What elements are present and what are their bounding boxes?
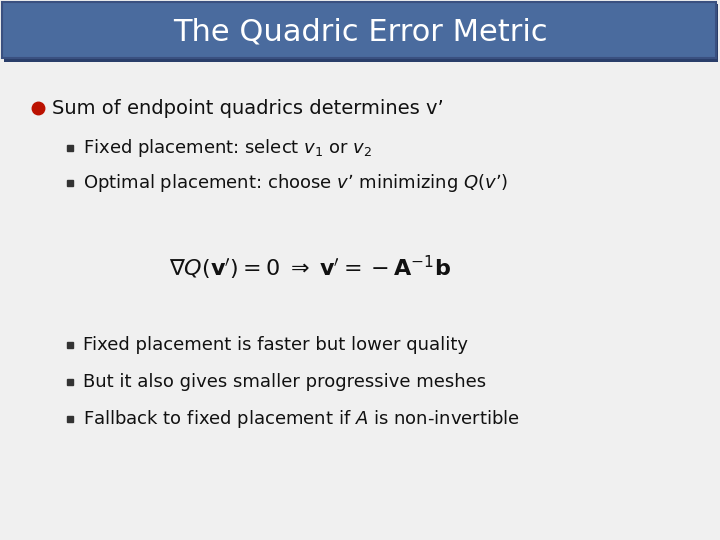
Text: The Quadric Error Metric: The Quadric Error Metric <box>173 17 547 46</box>
Text: Fixed placement is faster but lower quality: Fixed placement is faster but lower qual… <box>83 336 468 354</box>
Bar <box>4 4 718 62</box>
Text: $\nabla Q(\mathbf{v^{\prime}}) = 0 \;\Rightarrow\; \mathbf{v^{\prime}} = -\mathb: $\nabla Q(\mathbf{v^{\prime}}) = 0 \;\Ri… <box>168 254 451 282</box>
Text: But it also gives smaller progressive meshes: But it also gives smaller progressive me… <box>83 373 486 391</box>
Text: Sum of endpoint quadrics determines v’: Sum of endpoint quadrics determines v’ <box>52 98 444 118</box>
Text: Fallback to fixed placement if $A$ is non-invertible: Fallback to fixed placement if $A$ is no… <box>83 408 520 430</box>
Text: Fixed placement: select $v_1$ or $v_2$: Fixed placement: select $v_1$ or $v_2$ <box>83 137 372 159</box>
Bar <box>2 2 716 58</box>
Text: Optimal placement: choose $v’$ minimizing $Q(v’)$: Optimal placement: choose $v’$ minimizin… <box>83 172 508 194</box>
